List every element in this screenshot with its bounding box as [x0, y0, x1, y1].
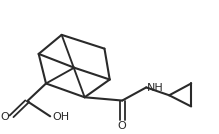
- Text: O: O: [118, 121, 127, 131]
- Text: O: O: [1, 112, 9, 122]
- Text: OH: OH: [52, 112, 69, 122]
- Text: NH: NH: [147, 83, 164, 93]
